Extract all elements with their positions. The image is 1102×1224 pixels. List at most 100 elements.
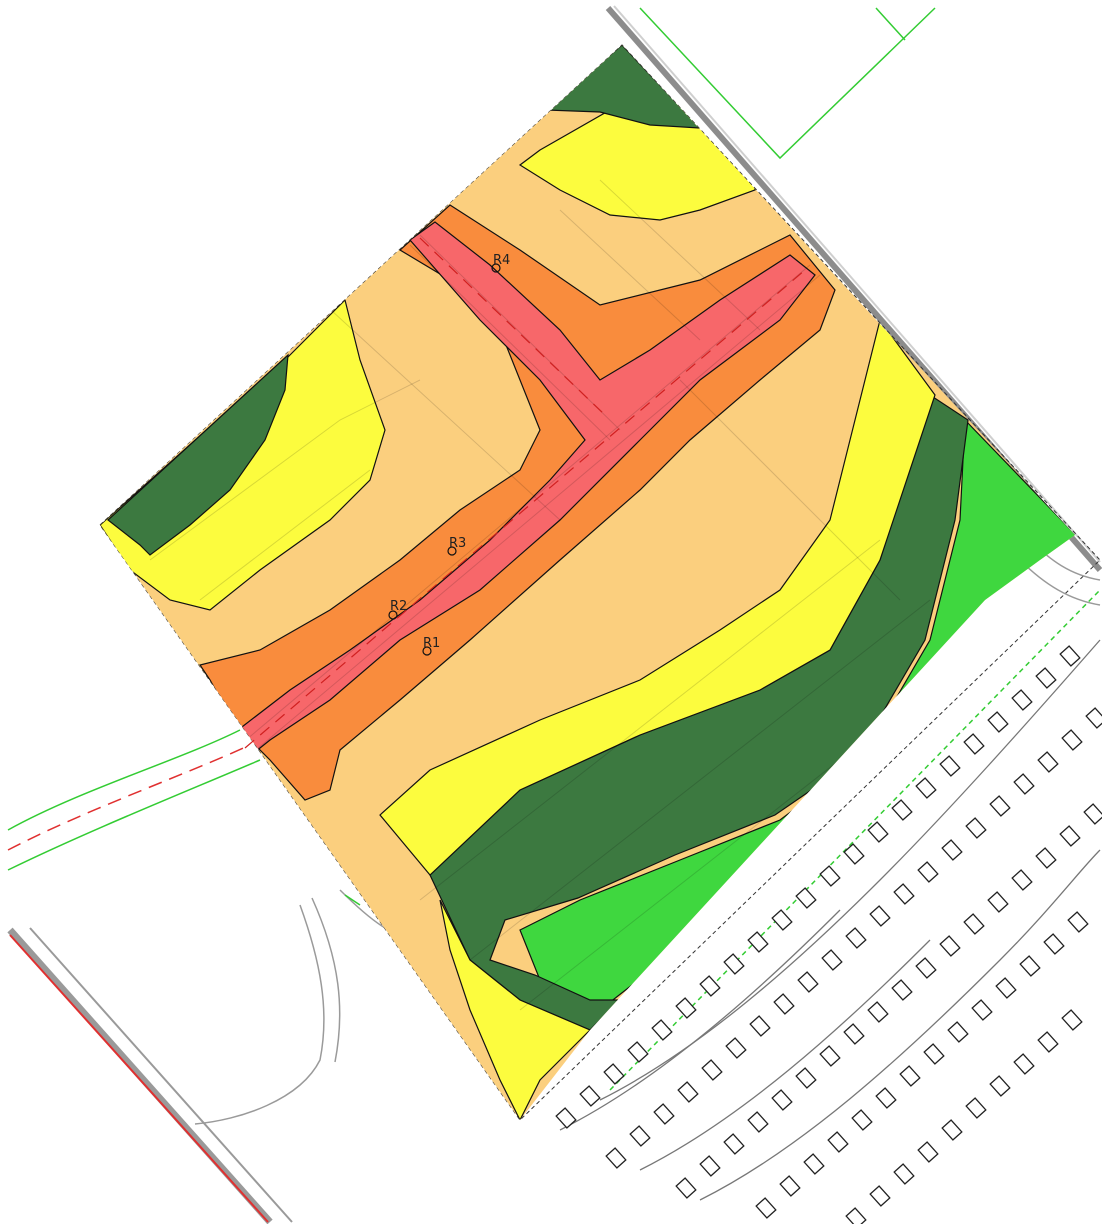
receptor-r4[interactable]: R4 xyxy=(491,253,510,273)
house-outline xyxy=(1013,1053,1035,1075)
receptor-r4-label: R4 xyxy=(493,253,510,268)
house-outline xyxy=(821,949,843,971)
house-outline xyxy=(917,861,939,883)
receptor-r2-label: R2 xyxy=(390,599,407,614)
house-outline xyxy=(941,1119,963,1141)
house-outline xyxy=(701,1059,723,1081)
main-road-centreline xyxy=(244,237,806,749)
receptor-r3[interactable]: R3 xyxy=(447,536,466,556)
housing-estate xyxy=(555,639,1102,1224)
house-outline xyxy=(699,1155,721,1177)
house-outline xyxy=(627,1041,649,1063)
house-outline xyxy=(1067,911,1089,933)
contour-lowest xyxy=(519,418,1075,1011)
house-outline xyxy=(987,711,1009,733)
house-outline xyxy=(851,1109,873,1131)
house-outline xyxy=(675,1177,697,1199)
house-outline xyxy=(867,821,889,843)
house-outline xyxy=(843,843,865,865)
house-outline xyxy=(987,891,1009,913)
house-outline xyxy=(1037,751,1059,773)
house-outline xyxy=(989,795,1011,817)
house-outline xyxy=(653,1103,675,1125)
house-outline xyxy=(1037,1031,1059,1053)
house-outline xyxy=(915,777,937,799)
house-outline xyxy=(1013,773,1035,795)
house-outline xyxy=(755,1197,777,1219)
house-outline xyxy=(725,1037,747,1059)
house-outline xyxy=(675,997,697,1019)
house-outline xyxy=(845,1207,867,1224)
house-outline xyxy=(917,1141,939,1163)
house-outline xyxy=(923,1043,945,1065)
house-outline xyxy=(893,883,915,905)
house-outline xyxy=(699,975,721,997)
house-outline xyxy=(1059,645,1081,667)
receptors: R1 R2 R3 R4 xyxy=(388,253,510,656)
house-outline xyxy=(1035,667,1057,689)
house-outline xyxy=(1085,707,1102,729)
house-outline xyxy=(971,999,993,1021)
house-outline xyxy=(947,1021,969,1043)
receptor-r1[interactable]: R1 xyxy=(422,636,440,656)
house-outline xyxy=(749,1015,771,1037)
house-outline xyxy=(779,1175,801,1197)
house-outline xyxy=(819,1045,841,1067)
house-outline xyxy=(891,979,913,1001)
house-outline xyxy=(869,1185,891,1207)
house-outline xyxy=(893,1163,915,1185)
house-outline xyxy=(843,1023,865,1045)
house-outline xyxy=(723,953,745,975)
house-outline xyxy=(939,755,961,777)
house-outline xyxy=(605,1147,627,1169)
house-outline xyxy=(941,839,963,861)
contour-medium-east xyxy=(379,318,936,876)
house-outline xyxy=(1059,825,1081,847)
contour-medium-south xyxy=(439,899,592,1120)
receptor-r2[interactable]: R2 xyxy=(388,599,407,620)
house-outline xyxy=(963,733,985,755)
house-outline xyxy=(1035,847,1057,869)
house-outline xyxy=(747,931,769,953)
house-outline xyxy=(651,1019,673,1041)
receptor-r3-label: R3 xyxy=(449,536,466,551)
house-outline xyxy=(995,977,1017,999)
house-outline xyxy=(579,1085,601,1107)
house-outline xyxy=(1043,933,1065,955)
house-outline xyxy=(939,935,961,957)
house-outline xyxy=(629,1125,651,1147)
house-outline xyxy=(965,817,987,839)
house-outline xyxy=(795,1067,817,1089)
house-outline xyxy=(1083,803,1102,825)
house-outline xyxy=(771,909,793,931)
house-outline xyxy=(797,971,819,993)
house-outline xyxy=(965,1097,987,1119)
receptor-r1-label: R1 xyxy=(423,636,440,651)
house-outline xyxy=(1019,955,1041,977)
house-outline xyxy=(869,905,891,927)
house-outline xyxy=(875,1087,897,1109)
house-outline xyxy=(795,887,817,909)
house-outline xyxy=(1011,869,1033,891)
house-outline xyxy=(555,1107,577,1129)
house-outline xyxy=(845,927,867,949)
house-outline xyxy=(899,1065,921,1087)
house-outline xyxy=(989,1075,1011,1097)
house-outline xyxy=(747,1111,769,1133)
house-outline xyxy=(803,1153,825,1175)
contour-highest xyxy=(237,221,816,762)
house-outline xyxy=(771,1089,793,1111)
house-outline xyxy=(1061,1009,1083,1031)
house-outline xyxy=(827,1131,849,1153)
house-outline xyxy=(603,1063,625,1085)
house-outline xyxy=(677,1081,699,1103)
contour-low-west xyxy=(107,353,289,556)
house-outline xyxy=(915,957,937,979)
house-outline xyxy=(773,993,795,1015)
house-outline xyxy=(723,1133,745,1155)
house-outline xyxy=(819,865,841,887)
house-outline xyxy=(867,1001,889,1023)
house-outline xyxy=(891,799,913,821)
